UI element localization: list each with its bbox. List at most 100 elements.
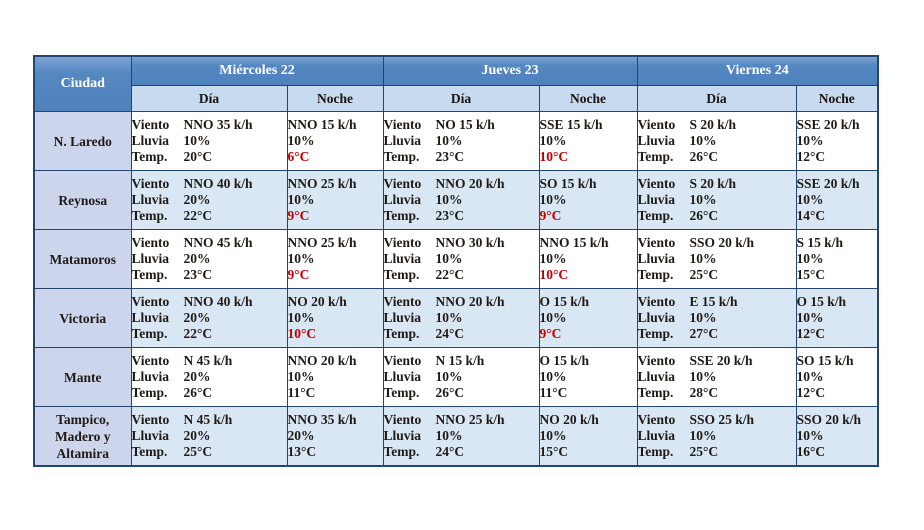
forecast-night-cell: NO 20 k/h 10% 15°C [538,406,638,467]
wind-value: SSE 20 k/h [796,117,860,132]
rain-value: 20% [183,369,211,384]
forecast-day-cell: Viento NNO 30 k/h Lluvia 10% Temp. 22°C [382,229,540,289]
temp-label: Temp. [383,444,420,459]
rain-value: 20% [183,310,211,325]
rain-label: Lluvia [131,369,170,384]
rain-value: 10% [539,251,567,266]
rain-label: Lluvia [383,428,422,443]
forecast-day-cell: Viento S 20 k/h Lluvia 10% Temp. 26°C [636,111,797,171]
rain-label: Lluvia [637,251,676,266]
wind-value: N 45 k/h [183,412,233,427]
temp-value: 12°C [796,385,826,400]
temp-label: Temp. [383,149,420,164]
rain-value: 10% [435,428,463,443]
rain-value: 10% [689,192,717,207]
rain-label: Lluvia [637,192,676,207]
wind-value: NO 20 k/h [539,412,599,427]
rain-value: 10% [287,310,315,325]
day-header-viernes: Viernes 24 [636,55,879,86]
wind-value: SO 15 k/h [796,353,854,368]
rain-value: 10% [796,310,824,325]
forecast-night-cell: SO 15 k/h 10% 9°C [538,170,638,230]
wind-value: NNO 20 k/h [435,176,505,191]
wind-label: Viento [131,294,170,309]
rain-value: 10% [435,133,463,148]
forecast-night-cell: SSO 20 k/h 10% 16°C [795,406,879,467]
wind-label: Viento [131,176,170,191]
rain-value: 10% [689,428,717,443]
rain-label: Lluvia [637,369,676,384]
forecast-night-cell: SO 15 k/h 10% 12°C [795,347,879,407]
wind-value: SSE 20 k/h [689,353,753,368]
wind-label: Viento [637,176,676,191]
rain-value: 10% [539,369,567,384]
wind-value: N 15 k/h [435,353,485,368]
forecast-night-cell: S 15 k/h 10% 15°C [795,229,879,289]
wind-label: Viento [131,353,170,368]
rain-label: Lluvia [131,428,170,443]
rain-value: 20% [183,428,211,443]
wind-label: Viento [637,294,676,309]
wind-value: NNO 25 k/h [287,235,357,250]
rain-value: 10% [796,251,824,266]
subheader-row: Día Noche Día Noche Día Noche [34,85,879,112]
temp-value: 24°C [435,444,465,459]
subheader-dia-miercoles: Día [130,85,288,112]
forecast-night-cell: NNO 15 k/h 10% 6°C [286,111,384,171]
forecast-day-cell: Viento N 45 k/h Lluvia 20% Temp. 26°C [130,347,288,407]
temp-label: Temp. [637,444,674,459]
temp-value: 28°C [689,385,719,400]
wind-value: NNO 30 k/h [435,235,505,250]
rain-value: 10% [435,251,463,266]
forecast-day-cell: Viento S 20 k/h Lluvia 10% Temp. 26°C [636,170,797,230]
wind-label: Viento [637,412,676,427]
city-cell: Tampico, Madero y Altamira [33,406,132,467]
city-cell: N. Laredo [33,111,132,171]
rain-value: 20% [287,428,315,443]
subheader-dia-viernes: Día [636,85,797,112]
table-row: Mante Viento N 45 k/h Lluvia 20% Temp. 26°C NNO… [33,347,879,407]
temp-label: Temp. [637,149,674,164]
forecast-night-cell: NNO 15 k/h 10% 10°C [538,229,638,289]
rain-label: Lluvia [131,192,170,207]
wind-value: SO 15 k/h [539,176,597,191]
forecast-night-cell: SSE 20 k/h 10% 12°C [795,111,879,171]
forecast-day-cell: Viento E 15 k/h Lluvia 10% Temp. 27°C [636,288,797,348]
wind-value: O 15 k/h [539,353,590,368]
rain-label: Lluvia [637,310,676,325]
table-row: Reynosa Viento NNO 40 k/h Lluvia 20% Temp. 22°… [33,170,879,230]
temp-value: 12°C [796,149,826,164]
forecast-day-cell: Viento NNO 40 k/h Lluvia 20% Temp. 22°C [130,288,288,348]
temp-value: 26°C [689,149,719,164]
wind-value: E 15 k/h [689,294,738,309]
temp-label: Temp. [637,208,674,223]
temp-value: 9°C [539,208,562,223]
rain-value: 10% [796,428,824,443]
day-header-miercoles: Miércoles 22 [130,55,384,86]
temp-value: 25°C [689,267,719,282]
temp-label: Temp. [637,385,674,400]
temp-value: 10°C [539,267,569,282]
temp-label: Temp. [131,149,168,164]
rain-label: Lluvia [383,310,422,325]
temp-value: 9°C [539,326,562,341]
rain-value: 10% [539,310,567,325]
wind-value: NNO 15 k/h [539,235,609,250]
forecast-night-cell: SSE 20 k/h 10% 14°C [795,170,879,230]
wind-value: SSE 20 k/h [796,176,860,191]
rain-value: 10% [435,310,463,325]
rain-value: 10% [796,369,824,384]
forecast-night-cell: O 15 k/h 10% 9°C [538,288,638,348]
temp-value: 10°C [539,149,569,164]
temp-value: 25°C [183,444,213,459]
rain-label: Lluvia [637,133,676,148]
temp-value: 22°C [183,208,213,223]
rain-value: 10% [435,192,463,207]
wind-value: NNO 45 k/h [183,235,253,250]
rain-value: 10% [287,369,315,384]
rain-value: 10% [435,369,463,384]
temp-label: Temp. [637,267,674,282]
forecast-night-cell: O 15 k/h 10% 11°C [538,347,638,407]
subheader-dia-jueves: Día [382,85,540,112]
